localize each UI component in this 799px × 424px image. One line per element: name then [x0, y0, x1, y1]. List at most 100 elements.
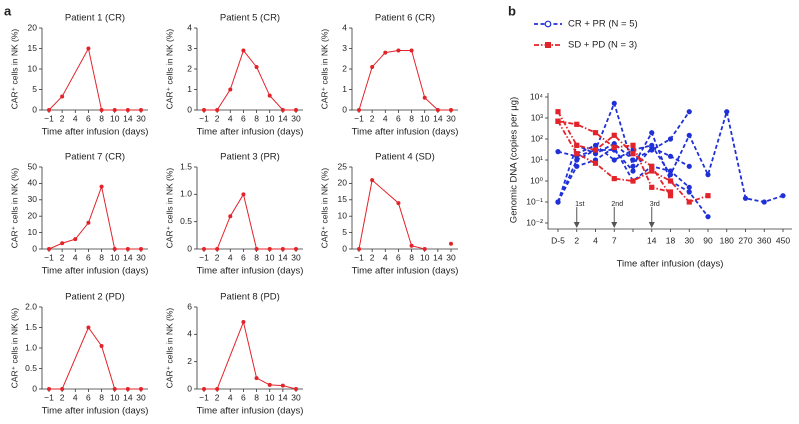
data-point: [630, 168, 636, 174]
data-point: [555, 199, 561, 205]
data-point: [649, 163, 655, 169]
y-axis-label: CAR⁺ cells in NK (%): [9, 308, 19, 389]
data-point: [254, 64, 259, 69]
annotation: 2nd: [611, 201, 623, 208]
x-tick-label: 90: [703, 235, 713, 245]
data-line: [48, 47, 141, 111]
data-point: [630, 151, 636, 157]
arrow-head: [611, 222, 618, 228]
x-tick-label: 30: [446, 113, 456, 123]
axes: [196, 28, 303, 111]
arrow-head: [573, 222, 580, 228]
data-point: [667, 172, 674, 178]
x-tick-label: 10: [110, 252, 120, 262]
x-tick-label: 4: [73, 252, 78, 262]
y-tick-label: 10³: [531, 112, 543, 122]
x-axis-label: Time after infusion (days): [617, 259, 724, 270]
data-point: [99, 184, 104, 189]
data-point: [667, 193, 674, 199]
y-tick-label: 0: [342, 243, 347, 253]
x-tick-label: 2: [215, 392, 220, 402]
chart-title: Patient 2 (PD): [65, 292, 125, 303]
axes: [196, 167, 303, 250]
data-point: [742, 195, 749, 201]
legend-label: SD + PD (N = 3): [568, 40, 637, 51]
data-point: [47, 247, 51, 251]
data-point: [125, 387, 130, 391]
data-point: [280, 383, 285, 388]
data-point: [705, 172, 711, 178]
x-tick-label: 450: [776, 235, 790, 245]
data-line: [576, 111, 784, 203]
x-tick-label: 6: [86, 113, 91, 123]
panel-label: b: [508, 3, 516, 18]
y-axis-label: CAR⁺ cells in NK (%): [319, 168, 329, 249]
data-point: [99, 108, 104, 112]
axes: [351, 28, 458, 111]
x-tick-label: 14: [123, 392, 133, 402]
y-tick-label: 1.0: [25, 342, 37, 352]
data-point: [294, 108, 298, 112]
y-tick-label: 50: [28, 161, 38, 171]
y-tick-label: 1.5: [180, 161, 192, 171]
y-tick-label: 15: [338, 194, 348, 204]
x-tick-label: 8: [254, 113, 259, 123]
x-tick-label: 14: [647, 235, 657, 245]
legend-marker: [545, 42, 551, 48]
axes: [547, 93, 792, 230]
x-tick-label: 10: [420, 252, 430, 262]
x-tick-label: 6: [396, 252, 401, 262]
data-point: [60, 94, 65, 99]
y-tick-label: 0: [187, 243, 192, 253]
x-tick-label: 6: [396, 113, 401, 123]
x-tick-label: 6: [241, 392, 246, 402]
data-point: [47, 108, 51, 112]
x-tick-label: 2: [60, 113, 65, 123]
x-tick-label: 2: [215, 252, 220, 262]
data-point: [280, 108, 285, 112]
x-tick-label: 2: [370, 252, 375, 262]
data-point: [357, 108, 361, 112]
data-point: [86, 46, 91, 51]
y-tick-label: 0.5: [25, 363, 37, 373]
data-point: [241, 192, 246, 197]
small-chart: Patient 2 (PD) 0 0.5 1.0 1.5 2.0 −1 2 4 6 8 10 14 30 T…: [9, 292, 148, 417]
x-tick-label: 10: [265, 252, 275, 262]
data-point: [649, 130, 655, 136]
y-tick-label: 1.5: [25, 322, 37, 332]
data-point: [630, 157, 636, 163]
data-point: [409, 243, 414, 248]
x-tick-label: 6: [241, 113, 246, 123]
data-point: [686, 132, 692, 138]
y-tick-label: 2.0: [25, 301, 37, 311]
x-axis-label: Time after infusion (days): [42, 266, 149, 277]
data-point: [686, 189, 692, 195]
axes: [41, 167, 148, 250]
data-point: [667, 178, 674, 184]
y-tick-label: 10⁰: [530, 175, 543, 185]
y-axis-label: Genomic DNA (copies per μg): [509, 97, 520, 223]
y-tick-label: 0: [32, 243, 37, 253]
chart-title: Patient 5 (CR): [220, 13, 280, 24]
x-tick-label: 18: [666, 235, 676, 245]
data-point: [294, 387, 298, 391]
data-point: [555, 118, 561, 124]
small-chart: Patient 3 (PR) 0 0.5 1.0 1.5 −1 2 4 6 8 10 14 30 Time…: [164, 152, 303, 277]
data-point: [422, 95, 427, 100]
data-point: [686, 109, 692, 115]
y-tick-label: 4: [342, 22, 347, 32]
x-tick-label: 30: [291, 113, 301, 123]
x-axis-label: Time after infusion (days): [352, 266, 459, 277]
x-tick-label: 14: [278, 113, 288, 123]
data-point: [611, 132, 617, 138]
y-tick-label: 0: [32, 383, 37, 393]
x-tick-label: 360: [757, 235, 771, 245]
x-tick-label: 30: [136, 252, 146, 262]
data-point: [60, 387, 65, 391]
x-tick-label: 30: [136, 392, 146, 402]
y-axis-label: CAR⁺ cells in NK (%): [164, 308, 174, 389]
x-tick-label: 2: [60, 392, 65, 402]
